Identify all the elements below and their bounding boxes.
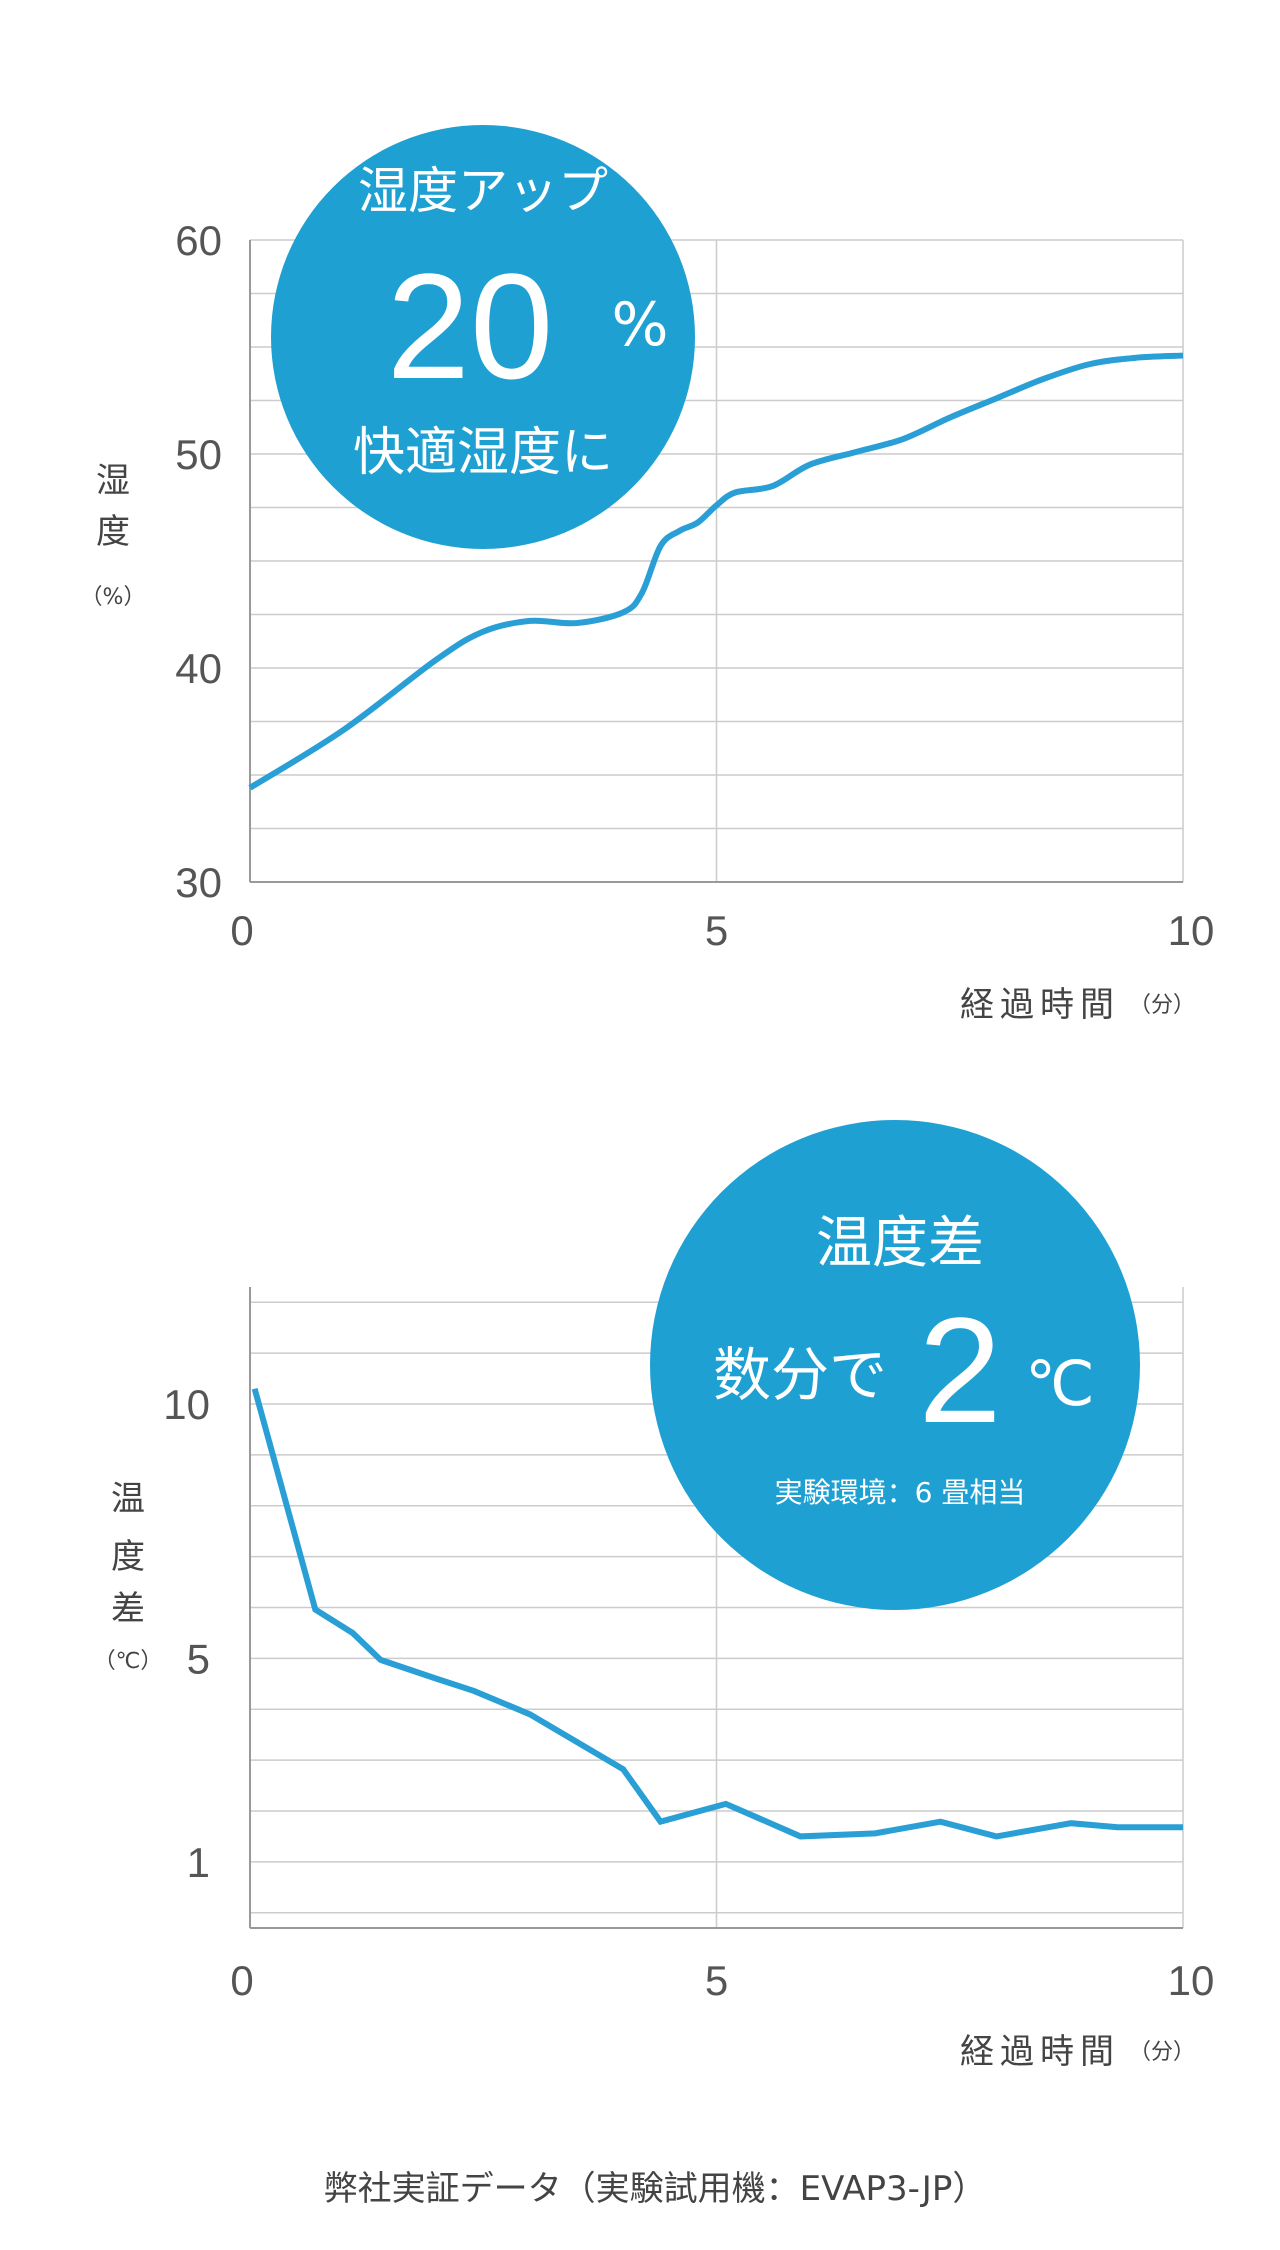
y-tick-label: 5 xyxy=(187,1635,210,1682)
temperature-series-line xyxy=(251,1387,1183,1840)
x-tick-label: 5 xyxy=(705,1957,728,2004)
callout-title: 温度差 xyxy=(816,1211,984,1276)
humidity-xlabel: 経過時間 xyxy=(960,985,1120,1025)
y-tick-label: 1 xyxy=(187,1839,210,1886)
temperature-diff-chart: 1 5 10 0 5 10 温 度 差 （℃） 経過時間 （分） 温度差 数分で 2 ℃ … xyxy=(94,1120,1214,2072)
temperature-axes xyxy=(249,1287,1183,1929)
temperature-ylabel-unit: （℃） xyxy=(94,1649,163,1674)
callout-circle xyxy=(271,125,695,549)
y-tick-label: 10 xyxy=(163,1381,210,1428)
y-tick-label: 60 xyxy=(175,217,222,264)
x-tick-label: 5 xyxy=(705,907,728,954)
humidity-callout-bubble: 湿度アップ 20 % 快適湿度に xyxy=(271,125,695,549)
humidity-series-line xyxy=(248,352,1184,791)
temperature-ylabel-3: 差 xyxy=(111,1589,145,1629)
humidity-axes xyxy=(249,240,1183,883)
temperature-callout-bubble: 温度差 数分で 2 ℃ 実験環境：6 畳相当 xyxy=(650,1120,1140,1610)
temperature-xlabel-unit: （分） xyxy=(1129,2040,1195,2065)
humidity-chart: 30 40 50 60 0 5 10 湿 度 （%） 経過時間 （分） 湿度アップ 20 %… xyxy=(81,125,1214,1025)
footer-source-note: 弊社実証データ（実験試用機：EVAP3-JP） xyxy=(324,2169,987,2209)
temperature-ylabel-2: 度 xyxy=(111,1537,145,1577)
callout-title: 湿度アップ xyxy=(358,162,608,220)
callout-note: 実験環境：6 畳相当 xyxy=(775,1476,1026,1509)
callout-big-unit: % xyxy=(611,290,668,360)
temperature-ylabel-1: 温 xyxy=(111,1479,145,1519)
humidity-ylabel-1: 湿 xyxy=(96,461,130,501)
humidity-tick-labels: 30 40 50 60 0 5 10 xyxy=(175,217,1214,954)
callout-big-value: 2 xyxy=(918,1286,1001,1454)
callout-big-value: 20 xyxy=(387,242,554,410)
y-tick-label: 50 xyxy=(175,431,222,478)
x-tick-label: 0 xyxy=(230,1957,253,2004)
x-tick-label: 0 xyxy=(230,907,253,954)
humidity-ylabel-2: 度 xyxy=(96,512,130,552)
temperature-xlabel: 経過時間 xyxy=(960,2032,1120,2072)
x-tick-label: 10 xyxy=(1168,907,1215,954)
callout-subtitle: 快適湿度に xyxy=(353,423,613,483)
callout-big-unit: ℃ xyxy=(1025,1347,1095,1420)
temperature-tick-labels: 1 5 10 0 5 10 xyxy=(163,1381,1214,2004)
y-tick-label: 40 xyxy=(175,645,222,692)
x-tick-label: 10 xyxy=(1168,1957,1215,2004)
y-tick-label: 30 xyxy=(175,859,222,906)
callout-prefix: 数分で xyxy=(713,1341,887,1409)
callout-circle xyxy=(650,1120,1140,1610)
humidity-ylabel-unit: （%） xyxy=(81,585,146,610)
humidity-xlabel-unit: （分） xyxy=(1129,993,1195,1018)
